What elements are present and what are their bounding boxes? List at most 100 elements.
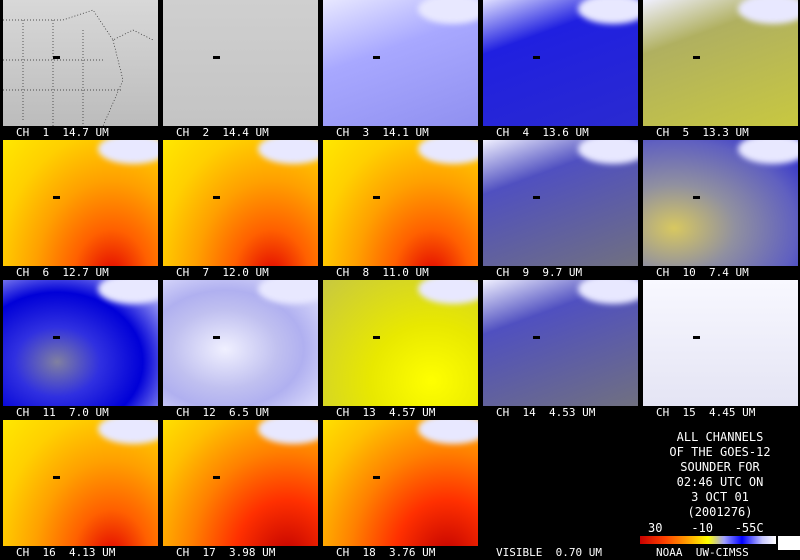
cloud-region bbox=[418, 140, 478, 164]
channel-label: CH 5 13.3 UM bbox=[656, 126, 749, 139]
channel-image bbox=[163, 280, 318, 406]
channel-label: CH 1 14.7 UM bbox=[16, 126, 109, 139]
cloud-region bbox=[578, 140, 638, 164]
channel-panel: CH 8 11.0 UM bbox=[321, 140, 479, 280]
channel-panel: CH 7 12.0 UM bbox=[161, 140, 319, 280]
channel-label: CH 16 4.13 UM bbox=[16, 546, 116, 559]
location-marker bbox=[213, 196, 220, 199]
location-marker bbox=[53, 476, 60, 479]
boundary-lines bbox=[3, 9, 154, 126]
channel-panel: CH 14 4.53 UM bbox=[481, 280, 639, 420]
cloud-region bbox=[98, 140, 158, 164]
channel-label: CH 12 6.5 UM bbox=[176, 406, 269, 419]
channel-label: CH 11 7.0 UM bbox=[16, 406, 109, 419]
channel-panel: CH 12 6.5 UM bbox=[161, 280, 319, 420]
channel-label: CH 3 14.1 UM bbox=[336, 126, 429, 139]
channel-image bbox=[163, 420, 318, 546]
channel-label: CH 7 12.0 UM bbox=[176, 266, 269, 279]
caption-line: 02:46 UTC ON bbox=[676, 475, 764, 489]
channel-label: CH 4 13.6 UM bbox=[496, 126, 589, 139]
location-marker bbox=[373, 476, 380, 479]
channel-panel: CH 11 7.0 UM bbox=[1, 280, 159, 420]
location-marker bbox=[373, 336, 380, 339]
channel-panel: CH 9 9.7 UM bbox=[481, 140, 639, 280]
channel-label: CH 17 3.98 UM bbox=[176, 546, 276, 559]
channel-image bbox=[323, 0, 478, 126]
cloud-region bbox=[578, 280, 638, 304]
channel-panel: CH 3 14.1 UM bbox=[321, 0, 479, 140]
cloud-region bbox=[418, 280, 478, 304]
channel-image bbox=[3, 280, 158, 406]
channel-image bbox=[323, 280, 478, 406]
channel-image bbox=[483, 140, 638, 266]
channel-panel: CH 18 3.76 UM bbox=[321, 420, 479, 560]
channel-image bbox=[483, 280, 638, 406]
channel-panel: CH 13 4.57 UM bbox=[321, 280, 479, 420]
channel-label: CH 10 7.4 UM bbox=[656, 266, 749, 279]
channel-panel: CH 6 12.7 UM bbox=[1, 140, 159, 280]
cloud-region bbox=[258, 140, 318, 164]
location-marker bbox=[53, 196, 60, 199]
caption-line: (2001276) bbox=[687, 505, 753, 519]
cloud-region bbox=[738, 0, 798, 24]
colorbar bbox=[640, 536, 776, 544]
cloud-region bbox=[738, 140, 798, 164]
channel-image bbox=[163, 140, 318, 266]
channel-panel: CH 10 7.4 UM bbox=[641, 140, 799, 280]
location-marker bbox=[53, 336, 60, 339]
caption-line: 3 OCT 01 bbox=[691, 490, 749, 504]
channel-image bbox=[643, 140, 798, 266]
channel-label: CH 6 12.7 UM bbox=[16, 266, 109, 279]
location-marker bbox=[693, 196, 700, 199]
cloud-region bbox=[418, 0, 478, 24]
location-marker bbox=[533, 56, 540, 59]
location-marker bbox=[373, 196, 380, 199]
channel-image bbox=[323, 140, 478, 266]
caption-line: SOUNDER FOR bbox=[680, 460, 760, 474]
caption-line: ALL CHANNELS bbox=[676, 430, 764, 444]
channel-image bbox=[3, 140, 158, 266]
location-marker bbox=[533, 336, 540, 339]
channel-label: CH 14 4.53 UM bbox=[496, 406, 596, 419]
colorbar-labels: 30 -10 -55C bbox=[648, 521, 764, 535]
cloud-region bbox=[578, 0, 638, 24]
state-boundaries bbox=[3, 9, 154, 126]
location-marker bbox=[213, 476, 220, 479]
channel-panel: CH 4 13.6 UM bbox=[481, 0, 639, 140]
cloud-region bbox=[98, 420, 158, 444]
caption-line: OF THE GOES-12 bbox=[669, 445, 771, 459]
channel-label: CH 18 3.76 UM bbox=[336, 546, 436, 559]
channel-image bbox=[643, 280, 798, 406]
channel-image bbox=[3, 420, 158, 546]
channel-panel: CH 2 14.4 UM bbox=[161, 0, 319, 140]
location-marker bbox=[53, 56, 60, 59]
channel-panel: CH 16 4.13 UM bbox=[1, 420, 159, 560]
cloud-region bbox=[258, 420, 318, 444]
channel-panel: CH 1 14.7 UM bbox=[1, 0, 159, 140]
cloud-region bbox=[258, 280, 318, 304]
channel-label: CH 8 11.0 UM bbox=[336, 266, 429, 279]
location-marker bbox=[373, 56, 380, 59]
channel-image bbox=[163, 0, 318, 126]
channel-label: CH 9 9.7 UM bbox=[496, 266, 583, 279]
channel-image bbox=[643, 0, 798, 126]
channel-panel: CH 5 13.3 UM bbox=[641, 0, 799, 140]
caption: ALL CHANNELS OF THE GOES-12 SOUNDER FOR … bbox=[640, 430, 800, 520]
channel-image bbox=[483, 420, 638, 546]
location-marker bbox=[213, 336, 220, 339]
location-marker bbox=[693, 336, 700, 339]
channel-panel: CH 17 3.98 UM bbox=[161, 420, 319, 560]
channel-label: VISIBLE 0.70 UM bbox=[496, 546, 602, 559]
channel-image bbox=[3, 0, 158, 126]
location-marker bbox=[533, 196, 540, 199]
colorbar-white-swatch bbox=[778, 536, 800, 550]
location-marker bbox=[213, 56, 220, 59]
channel-panel: VISIBLE 0.70 UM bbox=[481, 420, 639, 560]
channel-label: CH 2 14.4 UM bbox=[176, 126, 269, 139]
channel-panel: CH 15 4.45 UM bbox=[641, 280, 799, 420]
channel-image bbox=[323, 420, 478, 546]
location-marker bbox=[693, 56, 700, 59]
channel-label: CH 13 4.57 UM bbox=[336, 406, 436, 419]
channel-image bbox=[483, 0, 638, 126]
channel-label: CH 15 4.45 UM bbox=[656, 406, 756, 419]
